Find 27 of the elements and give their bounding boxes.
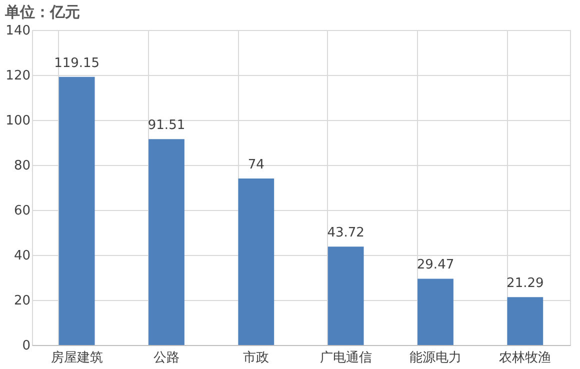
data-label: 91.51 <box>148 118 186 134</box>
y-tick-label: 100 <box>6 114 30 128</box>
y-tick-label: 80 <box>14 158 30 174</box>
x-tick-label: 市政 <box>243 350 270 366</box>
data-label: 21.29 <box>506 276 544 292</box>
data-label: 43.72 <box>327 226 364 241</box>
bar <box>58 76 95 345</box>
bar <box>328 246 364 345</box>
x-tick-label: 农林牧渔 <box>499 350 552 366</box>
y-tick-label: 40 <box>14 248 30 264</box>
y-tick-label: 20 <box>14 294 30 308</box>
y-tick-label: 140 <box>6 24 30 38</box>
x-tick-label: 房屋建筑 <box>50 350 103 366</box>
bar <box>238 178 274 345</box>
x-tick-label: 公路 <box>154 350 180 366</box>
x-tick-label: 能源电力 <box>410 350 462 366</box>
y-tick-label: 60 <box>14 204 30 218</box>
chart-title: 单位：亿元 <box>4 3 80 21</box>
x-tick-label: 广电通信 <box>320 350 372 366</box>
data-label: 29.47 <box>416 258 454 273</box>
bar <box>418 278 454 345</box>
data-label: 119.15 <box>54 56 100 71</box>
data-label: 74 <box>248 158 264 172</box>
y-tick-label: 120 <box>6 68 30 84</box>
bar <box>148 139 184 345</box>
bar <box>507 297 544 345</box>
y-tick-label: 0 <box>22 338 30 354</box>
